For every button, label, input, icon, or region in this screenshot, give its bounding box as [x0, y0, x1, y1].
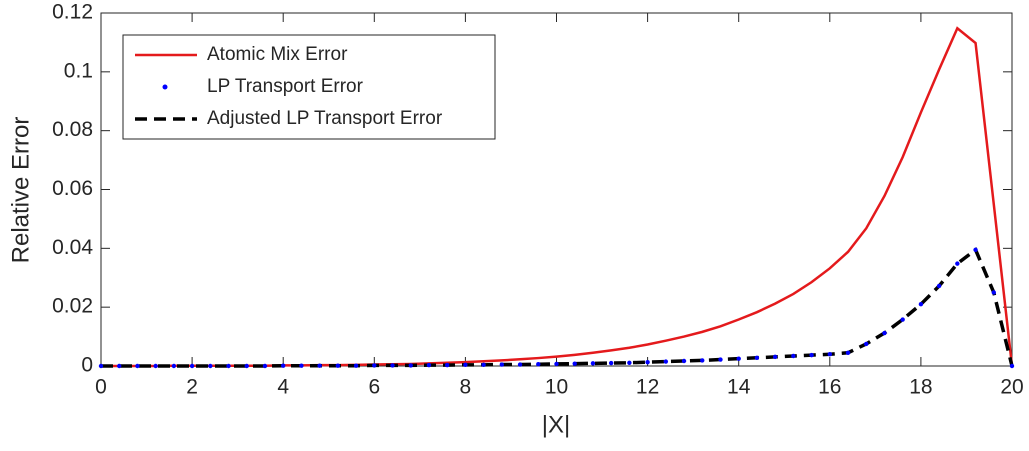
data-point — [718, 357, 723, 362]
y-tick-label: 0.08 — [52, 118, 93, 141]
data-point — [153, 363, 158, 369]
data-point — [299, 363, 304, 368]
y-tick-label: 0.02 — [52, 295, 93, 318]
series-line — [101, 26, 1014, 368]
y-tick-label: 0.1 — [64, 59, 93, 82]
x-tick-label: 6 — [368, 376, 380, 399]
x-tick-label: 2 — [186, 376, 198, 399]
data-point — [262, 363, 268, 369]
data-point — [317, 363, 322, 368]
data-point — [645, 359, 650, 365]
data-point — [864, 341, 869, 347]
data-point — [882, 330, 887, 336]
data-point — [117, 363, 122, 369]
x-tick-label: 14 — [727, 376, 751, 399]
data-point — [244, 363, 249, 369]
y-tick-label: 0.12 — [52, 1, 93, 24]
data-point — [973, 247, 978, 253]
x-tick-label: 4 — [277, 376, 289, 399]
data-point — [353, 363, 359, 368]
x-axis-label: |X| — [542, 411, 570, 438]
data-point — [98, 363, 104, 369]
data-point — [481, 362, 486, 368]
series-line — [101, 247, 1014, 368]
data-point — [372, 363, 377, 368]
data-point — [936, 283, 942, 289]
data-point — [900, 317, 905, 322]
legend-marker — [162, 84, 168, 90]
data-point — [1009, 363, 1015, 369]
data-point — [189, 363, 195, 369]
data-point — [791, 353, 796, 359]
data-point — [827, 352, 832, 357]
data-point — [408, 363, 413, 368]
x-tick-label: 18 — [909, 376, 932, 399]
data-point — [918, 302, 924, 307]
data-point — [663, 359, 669, 364]
data-point — [171, 363, 177, 369]
legend — [122, 34, 496, 140]
legend-label: LP Transport Error — [207, 76, 364, 97]
data-point — [226, 363, 231, 369]
legend-label: Atomic Mix Error — [207, 44, 348, 65]
y-tick-label: 0.06 — [52, 177, 93, 200]
data-point — [554, 361, 559, 367]
data-point — [845, 350, 851, 355]
data-point — [608, 360, 614, 366]
x-tick-label: 8 — [460, 376, 472, 399]
data-point — [208, 363, 213, 369]
data-point — [572, 361, 577, 366]
legend-label: Adjusted LP Transport Error — [207, 108, 443, 129]
data-point — [700, 358, 705, 363]
data-point — [281, 363, 286, 368]
data-point — [517, 362, 523, 367]
data-point — [135, 363, 140, 369]
y-axis-label: Relative Error — [7, 117, 34, 264]
y-tick-label: 0.04 — [52, 236, 93, 259]
data-point — [536, 362, 541, 367]
data-point — [754, 355, 760, 360]
y-tick-label: 0 — [81, 354, 93, 377]
data-point — [390, 363, 395, 368]
x-tick-label: 0 — [95, 376, 107, 399]
x-tick-label: 12 — [636, 376, 659, 399]
data-point — [590, 361, 596, 366]
data-point — [955, 261, 960, 266]
x-tick-label: 20 — [1000, 376, 1023, 399]
x-tick-label: 10 — [545, 376, 568, 399]
data-point — [736, 356, 741, 361]
data-point — [681, 358, 687, 364]
data-point — [772, 354, 778, 360]
data-point — [991, 290, 996, 295]
data-point — [627, 360, 632, 365]
data-point — [463, 362, 468, 368]
data-point — [335, 363, 341, 368]
data-point — [444, 362, 450, 368]
data-point — [499, 362, 505, 367]
data-point — [426, 362, 432, 368]
x-tick-label: 16 — [818, 376, 841, 399]
data-point — [809, 352, 814, 358]
